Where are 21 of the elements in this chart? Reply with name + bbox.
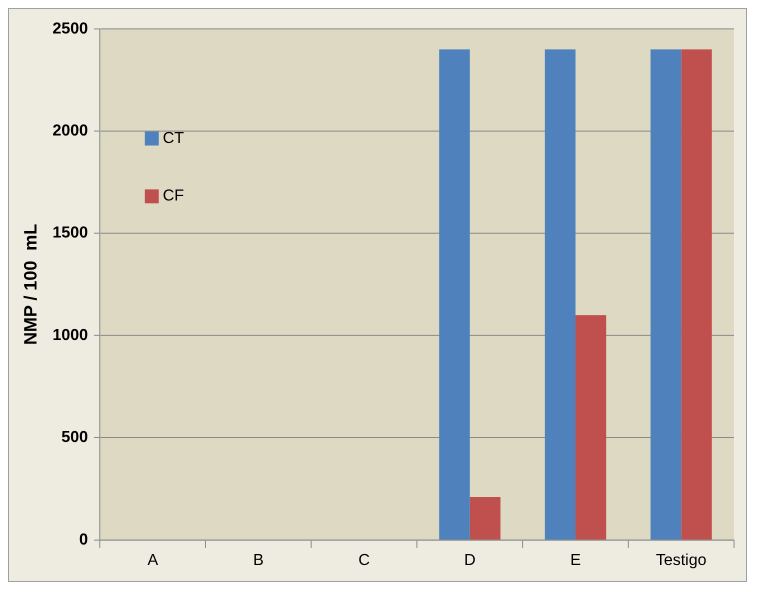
y-tick-label: 0 — [79, 531, 88, 548]
y-axis-title: NMP / 100 mL — [20, 224, 41, 346]
x-tick-label: D — [464, 552, 476, 569]
bar — [544, 49, 576, 540]
y-tick-label: 2000 — [52, 122, 88, 140]
x-tick-label: Testigo — [656, 552, 707, 569]
bar — [576, 315, 606, 540]
bar — [681, 49, 712, 540]
bar — [470, 497, 500, 540]
y-tick-label: 1500 — [52, 224, 88, 242]
x-tick-label: B — [253, 552, 264, 569]
legend-label: CF — [162, 188, 184, 205]
y-tick-label: 1000 — [52, 326, 88, 344]
bar — [650, 49, 682, 540]
legend-label: CT — [162, 130, 184, 147]
x-tick-label: C — [358, 552, 370, 569]
bar — [439, 49, 470, 540]
x-tick-label: E — [570, 552, 581, 569]
y-tick-label: 500 — [61, 429, 88, 446]
x-tick-label: A — [147, 552, 158, 569]
y-tick-label: 2500 — [52, 20, 88, 38]
